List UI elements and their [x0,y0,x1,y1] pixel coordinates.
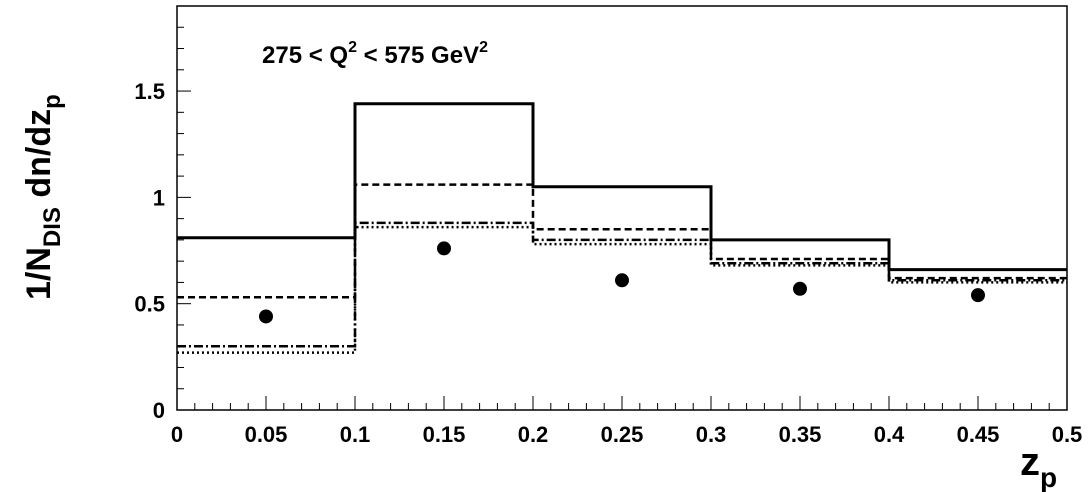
q2-range-annotation: 275 < Q2 < 575 GeV2 [262,39,488,69]
data-point [793,281,807,296]
series-dashed [177,183,1067,299]
data-point [971,288,985,303]
x-tick-label: 0.45 [957,422,1000,447]
x-tick-label: 0.2 [518,422,549,447]
y-axis-label: 1/NDIS dn/dzp [20,94,66,300]
x-tick-label: 0.25 [601,422,644,447]
y-tick-label: 0.5 [134,292,165,317]
x-tick-label: 0.35 [779,422,822,447]
data-points [259,241,985,324]
y-tick-label: 0 [153,398,165,423]
x-tick-label: 0.3 [696,422,727,447]
x-tick-label: 0.4 [874,422,905,447]
y-tick-label: 1.5 [134,79,165,104]
x-tick-label: 0 [171,422,183,447]
x-axis-label: zp [1020,440,1057,492]
data-point [615,273,629,288]
data-point [259,309,273,324]
y-tick-label: 1 [153,185,165,210]
histogram-series [177,102,1067,354]
data-point [437,241,451,256]
x-tick-label: 0.5 [1052,422,1083,447]
series-dotted [177,225,1067,354]
axis-ticks [176,5,1068,411]
tick-labels: 0 0.05 0.1 0.15 0.2 0.25 0.3 0.35 0.4 0.45 0.5 0 0.5… [134,79,1082,447]
series-solid [177,102,1067,272]
x-tick-label: 0.1 [340,422,371,447]
x-tick-label: 0.05 [245,422,288,447]
x-tick-label: 0.15 [423,422,466,447]
